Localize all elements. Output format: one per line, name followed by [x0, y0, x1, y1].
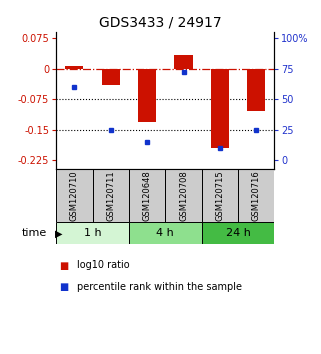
Text: 4 h: 4 h: [156, 228, 174, 238]
Bar: [65, 66, 83, 69]
FancyBboxPatch shape: [129, 169, 165, 222]
Text: GSM120710: GSM120710: [70, 170, 79, 221]
Bar: [174, 55, 193, 69]
Text: 24 h: 24 h: [226, 228, 250, 238]
FancyBboxPatch shape: [202, 222, 274, 244]
Text: GDS3433 / 24917: GDS3433 / 24917: [99, 16, 222, 30]
Text: ▶: ▶: [55, 228, 62, 238]
FancyBboxPatch shape: [92, 169, 129, 222]
FancyBboxPatch shape: [165, 169, 202, 222]
Text: GSM120715: GSM120715: [215, 170, 224, 221]
FancyBboxPatch shape: [56, 222, 129, 244]
Text: time: time: [21, 228, 47, 238]
FancyBboxPatch shape: [238, 169, 274, 222]
Text: ■: ■: [59, 261, 69, 270]
Text: GSM120711: GSM120711: [106, 170, 115, 221]
Bar: [247, 69, 265, 112]
Text: GSM120708: GSM120708: [179, 170, 188, 221]
Text: 1 h: 1 h: [84, 228, 101, 238]
Text: GSM120648: GSM120648: [143, 170, 152, 221]
FancyBboxPatch shape: [129, 222, 202, 244]
Text: ■: ■: [59, 282, 69, 292]
Bar: [102, 69, 120, 85]
Bar: [211, 69, 229, 148]
FancyBboxPatch shape: [56, 169, 92, 222]
Text: GSM120716: GSM120716: [252, 170, 261, 221]
Text: percentile rank within the sample: percentile rank within the sample: [77, 282, 242, 292]
Bar: [138, 69, 156, 122]
Text: log10 ratio: log10 ratio: [77, 261, 130, 270]
FancyBboxPatch shape: [202, 169, 238, 222]
